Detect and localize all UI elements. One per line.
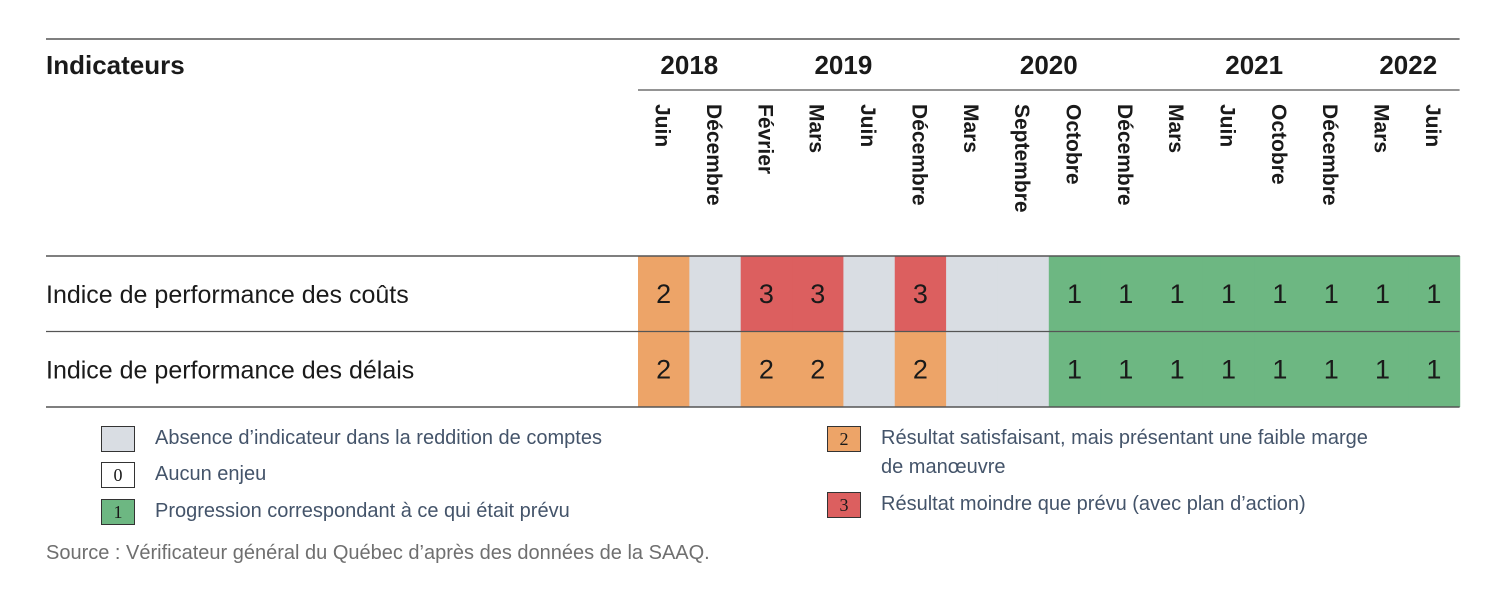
cell-value: 2 bbox=[656, 354, 671, 384]
cell-1-11 bbox=[1151, 256, 1204, 332]
year-label: 2019 bbox=[814, 50, 872, 80]
cell-value: 1 bbox=[1375, 279, 1390, 309]
cell-value: 3 bbox=[913, 279, 928, 309]
legend-swatch-2: 2 bbox=[827, 426, 861, 452]
period-label: Octobre bbox=[1267, 104, 1290, 185]
cell-value: 1 bbox=[1118, 354, 1133, 384]
cell-2-10 bbox=[1100, 331, 1153, 407]
period-label: Décembre bbox=[702, 104, 725, 206]
source-note: Source : Vérificateur général du Québec … bbox=[46, 542, 710, 564]
cell-value: 1 bbox=[1170, 354, 1185, 384]
period-label: Octobre bbox=[1061, 104, 1084, 185]
cell-1-13 bbox=[1254, 256, 1307, 332]
legend-swatch-0: 0 bbox=[101, 462, 135, 488]
cell-value: 1 bbox=[1426, 279, 1441, 309]
cell-2-7 bbox=[946, 331, 999, 407]
year-label: 2018 bbox=[660, 50, 718, 80]
indicator-table-chart: Indicateurs 2 3 3 3 1 1 1 1 1 1 1 1 Indice de perfor… bbox=[46, 38, 1461, 408]
cell-2-5 bbox=[843, 331, 896, 407]
cell-value: 3 bbox=[759, 279, 774, 309]
legend-item-aucun-enjeu: 0 Aucun enjeu bbox=[101, 462, 266, 489]
period-label: Décembre bbox=[1318, 104, 1341, 206]
cell-value: 2 bbox=[810, 354, 825, 384]
legend-label-satisfaisant: Résultat satisfaisant, mais présentant u… bbox=[881, 427, 1368, 478]
cell-1-2 bbox=[689, 256, 742, 332]
period-label: Décembre bbox=[907, 104, 930, 206]
cell-value: 1 bbox=[1324, 279, 1339, 309]
period-label: Mars bbox=[959, 104, 982, 153]
cell-value: 1 bbox=[1118, 279, 1133, 309]
cell-value: 1 bbox=[1272, 279, 1287, 309]
year-label: 2021 bbox=[1225, 50, 1283, 80]
cell-1-3 bbox=[740, 256, 793, 332]
cell-2-14 bbox=[1305, 331, 1358, 407]
cell-1-5 bbox=[843, 256, 896, 332]
legend-swatch-3: 3 bbox=[827, 492, 861, 518]
cell-1-12 bbox=[1202, 256, 1255, 332]
cell-value: 1 bbox=[1170, 279, 1185, 309]
cell-2-2 bbox=[689, 331, 742, 407]
cell-value: 1 bbox=[1221, 279, 1236, 309]
cell-1-8 bbox=[997, 256, 1050, 332]
cell-2-1 bbox=[638, 331, 690, 407]
cell-1-6 bbox=[894, 256, 947, 332]
period-label: Mars bbox=[1164, 104, 1187, 153]
period-label: Mars bbox=[1370, 104, 1393, 153]
cell-1-14 bbox=[1305, 256, 1358, 332]
cell-2-12 bbox=[1202, 331, 1255, 407]
cell-value: 1 bbox=[1426, 354, 1441, 384]
cell-2-15 bbox=[1356, 331, 1409, 407]
cell-1-15 bbox=[1356, 256, 1409, 332]
period-label: Décembre bbox=[1113, 104, 1136, 206]
cell-value: 1 bbox=[1221, 354, 1236, 384]
cell-1-4 bbox=[792, 256, 844, 332]
legend-item-progression: 1 Progression correspondant à ce qui éta… bbox=[101, 499, 570, 526]
cell-2-8 bbox=[997, 331, 1050, 407]
cell-value: 1 bbox=[1375, 354, 1390, 384]
legend-label-absence: Absence d’indicateur dans la reddition d… bbox=[155, 427, 602, 449]
cell-value: 1 bbox=[1272, 354, 1287, 384]
period-label: Mars bbox=[805, 104, 828, 153]
cell-value: 2 bbox=[913, 354, 928, 384]
header-indicateurs-label: Indicateurs bbox=[46, 50, 185, 80]
legend-item-absence: Absence d’indicateur dans la reddition d… bbox=[101, 426, 602, 453]
cell-2-13 bbox=[1254, 331, 1307, 407]
cell-2-9 bbox=[1048, 331, 1101, 407]
cell-value: 1 bbox=[1067, 279, 1082, 309]
year-label: 2022 bbox=[1379, 50, 1437, 80]
cell-2-11 bbox=[1151, 331, 1204, 407]
period-label: Juin bbox=[856, 104, 879, 147]
legend-label-moindre: Résultat moindre que prévu (avec plan d’… bbox=[881, 493, 1306, 515]
cell-1-10 bbox=[1100, 256, 1153, 332]
legend-item-moindre: 3 Résultat moindre que prévu (avec plan … bbox=[827, 492, 1306, 519]
period-label: Septembre bbox=[1010, 104, 1033, 213]
period-label: Juin bbox=[1216, 104, 1239, 147]
cell-1-7 bbox=[946, 256, 999, 332]
legend-swatch-absence bbox=[101, 426, 135, 452]
cell-value: 3 bbox=[810, 279, 825, 309]
period-label: Juin bbox=[1421, 104, 1444, 147]
row-label: Indice de performance des délais bbox=[46, 356, 414, 384]
period-label: Juin bbox=[651, 104, 674, 147]
legend-label-aucun-enjeu: Aucun enjeu bbox=[155, 463, 267, 485]
cell-value: 2 bbox=[656, 279, 671, 309]
cell-2-16 bbox=[1408, 331, 1461, 407]
cell-2-6 bbox=[894, 331, 947, 407]
cell-2-4 bbox=[792, 331, 844, 407]
period-label: Février bbox=[753, 104, 776, 174]
row-label: Indice de performance des coûts bbox=[46, 281, 409, 309]
cell-1-1 bbox=[638, 256, 690, 332]
legend-swatch-1: 1 bbox=[101, 499, 135, 525]
year-label: 2020 bbox=[1020, 50, 1078, 80]
cell-1-16 bbox=[1408, 256, 1461, 332]
cell-value: 1 bbox=[1324, 354, 1339, 384]
cell-value: 1 bbox=[1067, 354, 1082, 384]
cell-2-3 bbox=[740, 331, 793, 407]
legend-item-satisfaisant: 2 Résultat satisfaisant, mais présentant… bbox=[827, 426, 1387, 482]
cell-value: 2 bbox=[759, 354, 774, 384]
legend-label-progression: Progression correspondant à ce qui était… bbox=[155, 500, 570, 522]
cell-1-9 bbox=[1048, 256, 1101, 332]
